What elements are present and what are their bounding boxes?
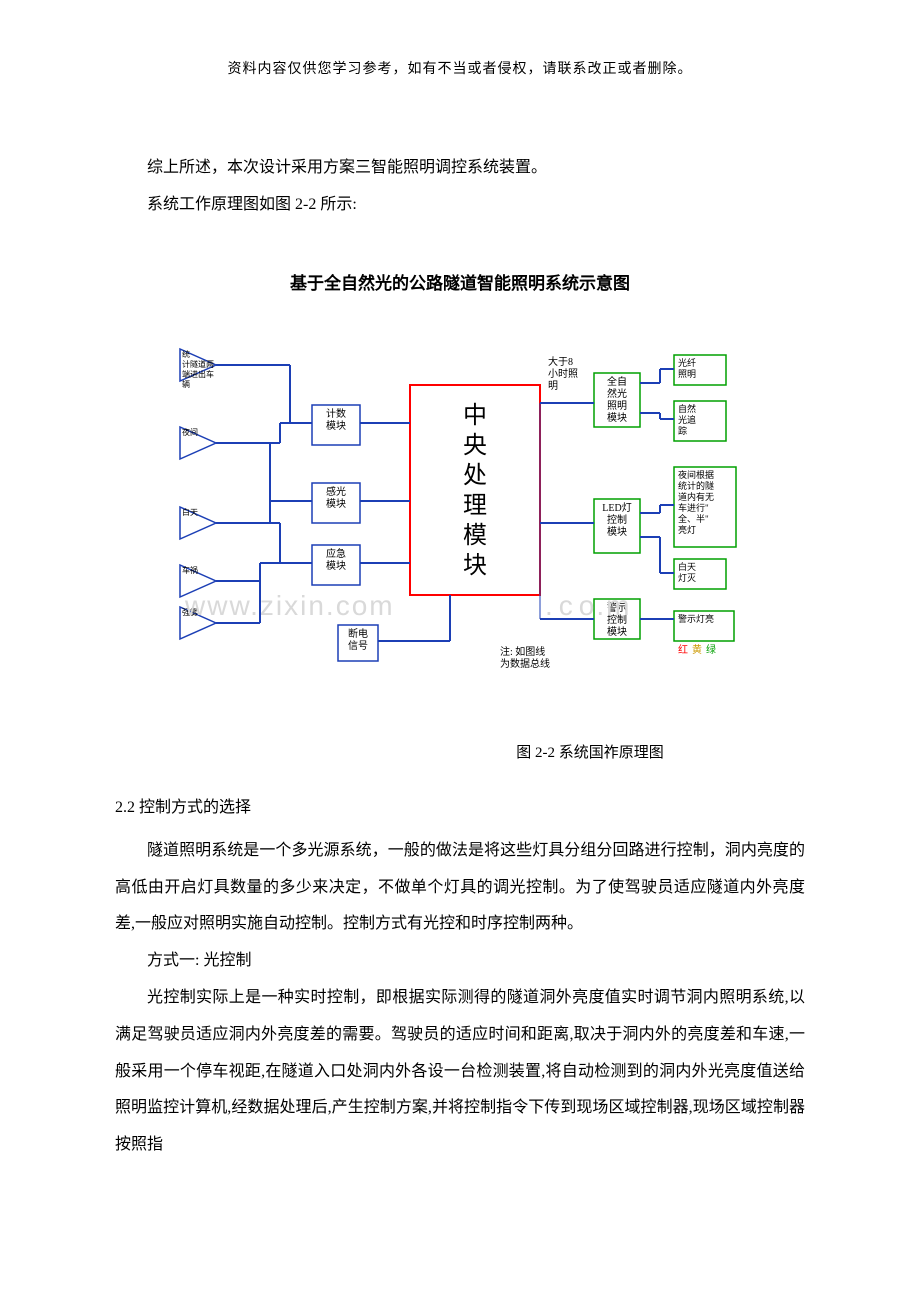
svg-text:感光: 感光 [326,485,346,498]
svg-text:模块: 模块 [607,526,627,538]
svg-text:警示灯亮: 警示灯亮 [678,613,714,624]
svg-text:灯灭: 灯灭 [678,573,696,583]
svg-text:模块: 模块 [326,420,346,432]
header-disclaimer: 资料内容仅供您学习参考，如有不当或者侵权，请联系改正或者删除。 [0,0,920,78]
figure-caption: 图 2-2 系统国祚原理图 [375,736,805,771]
svg-text:白天: 白天 [182,507,198,517]
svg-text:大于8: 大于8 [548,355,573,368]
main-content: 综上所述，本次设计采用方案三智能照明调控系统装置。 系统工作原理图如图 2-2 … [0,78,920,1164]
svg-text:模块: 模块 [326,560,346,572]
svg-text:LED灯: LED灯 [602,502,631,514]
section-heading: 2.2 控制方式的选择 [115,790,805,827]
system-diagram: 统计隧道两端进出车辆夜间白天车祸强雾计数模块感光模块应急模块断电信号中央处理模块… [170,323,750,683]
svg-text:信号: 信号 [348,640,368,652]
svg-text:红: 红 [678,643,688,656]
svg-text:自然: 自然 [678,403,696,414]
svg-text:模块: 模块 [326,498,346,510]
svg-text:模: 模 [463,522,487,549]
body-para-1: 隧道照明系统是一个多光源系统，一般的做法是将这些灯具分组分回路进行控制，洞内亮度… [115,833,805,943]
svg-text:车进行": 车进行" [678,502,709,513]
diagram-area: 基于全自然光的公路隧道智能照明系统示意图 统计隧道两端进出车辆夜间白天车祸强雾计… [115,264,805,734]
svg-text:中: 中 [463,402,487,429]
svg-text:央: 央 [463,432,487,459]
diagram-title: 基于全自然光的公路隧道智能照明系统示意图 [115,264,805,303]
svg-text:踪: 踪 [678,425,687,436]
intro-para-1: 综上所述，本次设计采用方案三智能照明调控系统装置。 [115,150,805,187]
svg-text:全自: 全自 [607,375,627,388]
svg-text:控制: 控制 [607,513,627,526]
body-para-2: 方式一: 光控制 [115,943,805,980]
svg-text:计数: 计数 [326,407,346,420]
svg-text:照明: 照明 [678,369,696,379]
svg-text:绿: 绿 [706,643,716,656]
intro-para-2: 系统工作原理图如图 2-2 所示: [115,187,805,224]
svg-text:全、半": 全、半" [678,513,709,524]
svg-text:然光: 然光 [607,387,627,400]
svg-text:块: 块 [463,552,487,579]
svg-text:亮灯: 亮灯 [678,524,696,535]
svg-text:统: 统 [182,349,190,359]
svg-text:白天: 白天 [678,561,696,572]
svg-text:为数据总线: 为数据总线 [500,657,550,670]
svg-text:应急: 应急 [326,547,346,560]
svg-text:车祸: 车祸 [182,565,198,575]
svg-text:控制: 控制 [607,613,627,626]
svg-text:注: 如图线: 注: 如图线 [500,645,545,658]
svg-text:警示: 警示 [607,601,627,614]
svg-text:端进出车: 端进出车 [182,369,214,379]
svg-text:明: 明 [548,380,558,392]
svg-text:夜间根据: 夜间根据 [678,469,714,480]
svg-text:模块: 模块 [607,626,627,638]
svg-text:计隧道两: 计隧道两 [182,359,214,369]
svg-text:强雾: 强雾 [182,608,198,617]
svg-text:道内有无: 道内有无 [678,491,714,502]
svg-text:光追: 光追 [678,414,696,425]
svg-text:断电: 断电 [348,627,368,640]
svg-text:统计的隧: 统计的隧 [678,480,714,491]
svg-text:黄: 黄 [692,643,702,656]
svg-text:辆: 辆 [182,379,190,389]
svg-text:光纤: 光纤 [678,357,696,368]
svg-text:照明: 照明 [607,400,627,412]
svg-text:处: 处 [463,462,487,489]
body-para-3: 光控制实际上是一种实时控制，即根据实际测得的隧道洞外亮度值实时调节洞内照明系统,… [115,980,805,1164]
svg-text:理: 理 [463,493,487,519]
svg-text:小时照: 小时照 [548,368,578,380]
svg-text:夜间: 夜间 [182,427,198,437]
svg-text:模块: 模块 [607,412,627,424]
